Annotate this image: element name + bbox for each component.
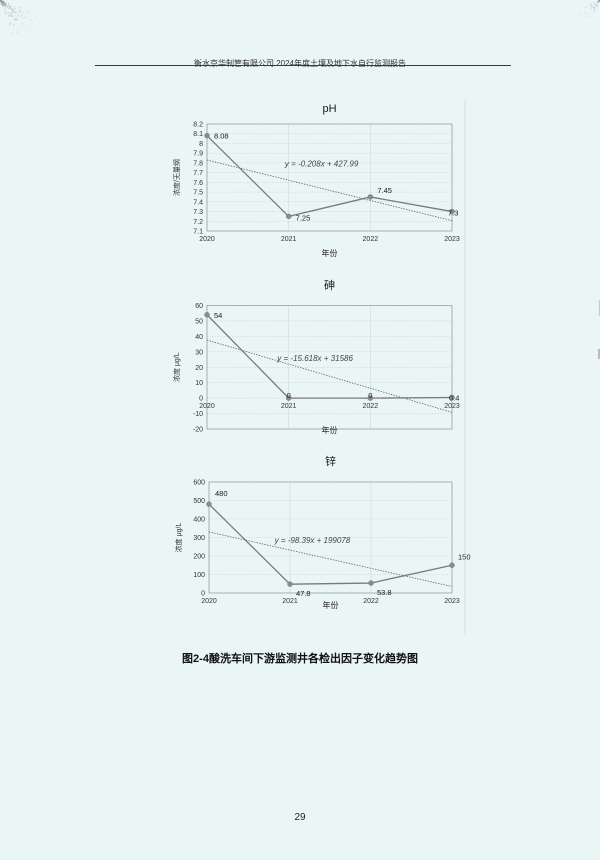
- svg-text:60: 60: [195, 303, 203, 310]
- svg-text:7.2: 7.2: [193, 219, 203, 226]
- svg-text:0: 0: [199, 396, 203, 403]
- svg-text:10: 10: [195, 380, 203, 387]
- svg-text:400: 400: [193, 517, 205, 524]
- svg-text:锌: 锌: [325, 454, 336, 468]
- svg-text:0: 0: [201, 591, 205, 598]
- svg-text:7.5: 7.5: [193, 190, 203, 197]
- svg-text:-20: -20: [193, 427, 203, 434]
- svg-text:2023: 2023: [444, 598, 460, 605]
- svg-text:47.8: 47.8: [296, 589, 311, 598]
- svg-text:-10: -10: [193, 411, 203, 418]
- svg-text:54: 54: [214, 311, 222, 320]
- svg-text:y = -0.208x + 427.99: y = -0.208x + 427.99: [284, 159, 359, 168]
- svg-text:30: 30: [195, 349, 203, 356]
- svg-text:浓度 μg/L: 浓度 μg/L: [172, 352, 181, 382]
- svg-text:2022: 2022: [363, 403, 379, 410]
- svg-text:7.3: 7.3: [448, 209, 458, 218]
- svg-text:8.2: 8.2: [193, 122, 203, 129]
- svg-text:300: 300: [193, 535, 205, 542]
- svg-text:2022: 2022: [363, 236, 379, 243]
- svg-text:200: 200: [193, 554, 205, 561]
- svg-text:500: 500: [193, 498, 205, 505]
- svg-text:150: 150: [458, 552, 471, 561]
- svg-text:8.08: 8.08: [214, 132, 229, 141]
- svg-text:7.9: 7.9: [193, 151, 203, 158]
- svg-text:2020: 2020: [201, 598, 217, 605]
- svg-text:浓度/无量纲: 浓度/无量纲: [172, 159, 181, 196]
- svg-text:2022: 2022: [363, 598, 379, 605]
- svg-text:y = -15.618x + 31586: y = -15.618x + 31586: [276, 354, 353, 363]
- svg-text:0: 0: [368, 391, 372, 400]
- svg-text:7.3: 7.3: [193, 209, 203, 216]
- svg-text:0: 0: [287, 391, 291, 400]
- svg-text:2021: 2021: [281, 236, 297, 243]
- svg-text:浓度 μg/L: 浓度 μg/L: [174, 523, 183, 553]
- svg-text:年份: 年份: [322, 425, 338, 435]
- svg-text:2023: 2023: [444, 236, 460, 243]
- svg-text:20: 20: [195, 365, 203, 372]
- svg-text:年份: 年份: [322, 248, 338, 258]
- svg-text:7.7: 7.7: [193, 170, 203, 177]
- svg-text:2021: 2021: [282, 598, 298, 605]
- svg-text:pH: pH: [322, 103, 336, 115]
- svg-text:砷: 砷: [324, 279, 335, 292]
- svg-text:53.8: 53.8: [377, 588, 392, 597]
- svg-text:7.4: 7.4: [193, 199, 203, 206]
- svg-text:2021: 2021: [281, 403, 297, 410]
- svg-text:y = -98.39x + 199078: y = -98.39x + 199078: [274, 536, 351, 545]
- svg-text:7.6: 7.6: [193, 180, 203, 187]
- svg-text:年份: 年份: [323, 600, 339, 610]
- svg-text:600: 600: [193, 480, 205, 487]
- svg-text:40: 40: [195, 334, 203, 341]
- svg-text:7.1: 7.1: [193, 229, 203, 236]
- svg-text:50: 50: [195, 318, 203, 325]
- svg-text:2020: 2020: [199, 236, 215, 243]
- svg-text:100: 100: [193, 572, 205, 579]
- svg-text:8.1: 8.1: [193, 131, 203, 138]
- svg-text:8: 8: [199, 141, 203, 148]
- svg-text:7.45: 7.45: [377, 186, 392, 195]
- svg-text:7.8: 7.8: [193, 160, 203, 167]
- svg-text:480: 480: [215, 489, 228, 498]
- svg-text:0.4: 0.4: [449, 394, 459, 403]
- svg-text:7.25: 7.25: [296, 213, 311, 222]
